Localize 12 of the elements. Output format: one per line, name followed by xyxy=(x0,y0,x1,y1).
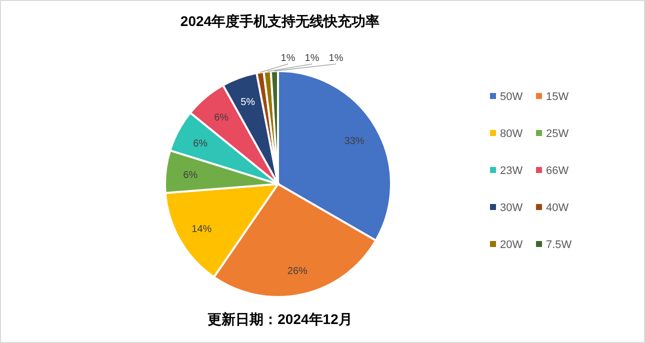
legend-label: 40W xyxy=(546,202,570,214)
legend-label: 7.5W xyxy=(546,239,572,251)
annotation: 更新日期：2024年12月 xyxy=(208,311,352,327)
legend-label: 30W xyxy=(500,202,524,214)
legend-label: 25W xyxy=(546,128,570,140)
legend-label: 15W xyxy=(546,91,570,103)
legend-label: 23W xyxy=(500,165,524,177)
title: 2024年度手机支持无线快充功率 xyxy=(180,13,380,29)
legend-label: 80W xyxy=(500,128,524,140)
legend-label: 50W xyxy=(500,91,524,103)
legend-label: 20W xyxy=(500,239,524,251)
legend-label: 66W xyxy=(546,165,570,177)
